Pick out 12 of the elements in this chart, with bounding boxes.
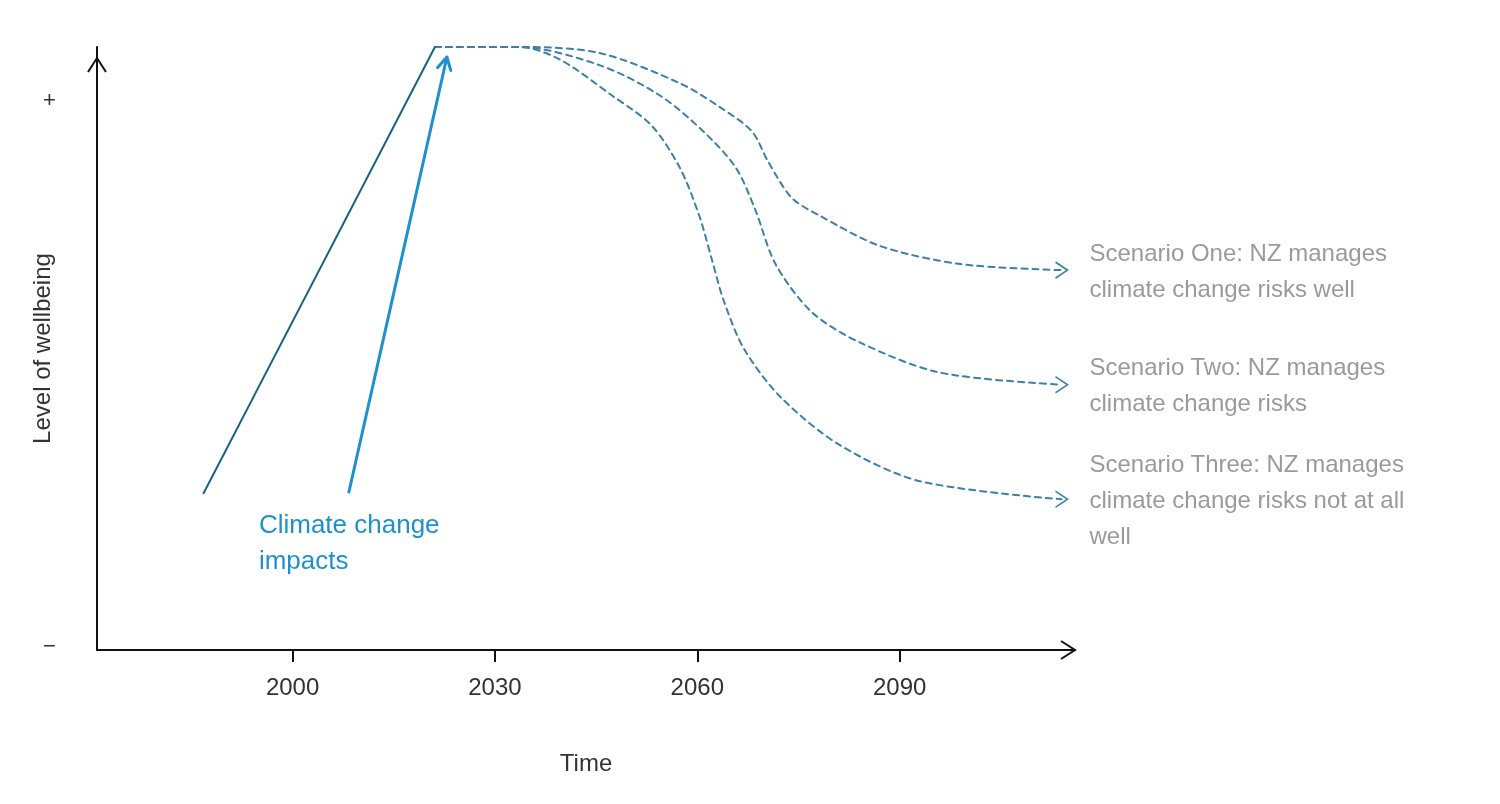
- series-label: Scenario One: NZ manages climate change risks well: [1089, 238, 1394, 302]
- x-tick-label: 2030: [468, 672, 522, 700]
- series-label: Scenario Three: NZ manages climate change risks not at all well: [1088, 449, 1411, 549]
- text: −: [43, 632, 56, 660]
- series-label: Scenario Two: NZ manages climate change risks: [1089, 353, 1392, 417]
- x-tick-label: 2090: [872, 672, 927, 700]
- annotation: Climate change impacts: [258, 508, 441, 577]
- y-axis-title: Level of wellbeing: [27, 253, 55, 444]
- x-tick-label: 2060: [670, 672, 724, 700]
- x-axis-title: Time: [559, 748, 613, 776]
- text: +: [43, 86, 56, 114]
- x-tick-label: 2000: [265, 672, 320, 700]
